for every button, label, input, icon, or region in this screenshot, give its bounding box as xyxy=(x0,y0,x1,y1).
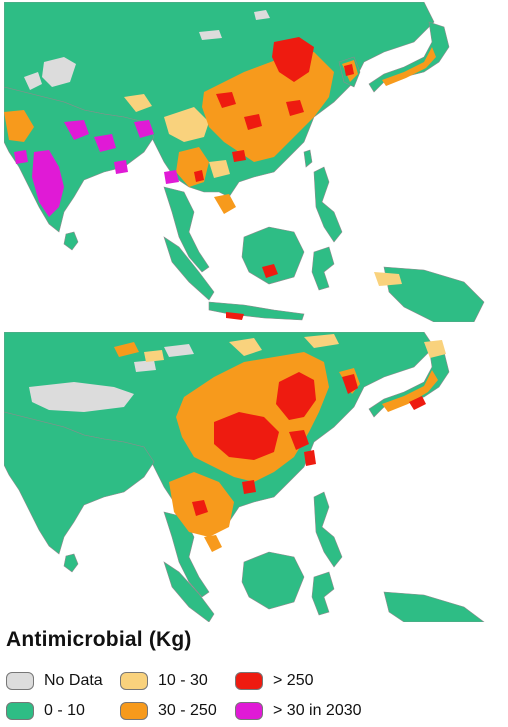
legend-title: Antimicrobial (Kg) xyxy=(6,628,192,651)
land-growth-2030 xyxy=(14,120,179,217)
legend-swatch xyxy=(235,702,263,720)
legend-label: 10 - 30 xyxy=(158,672,208,689)
top-map-panel xyxy=(4,2,504,322)
legend-swatch xyxy=(120,672,148,690)
legend-label: > 250 xyxy=(273,672,314,689)
land-mid xyxy=(4,47,436,214)
top-map-svg xyxy=(4,2,485,322)
legend-label: 0 - 10 xyxy=(44,702,85,719)
legend-item-over-250: > 250 xyxy=(235,668,313,694)
legend-swatch xyxy=(6,672,34,690)
land-no-data xyxy=(29,344,194,412)
legend-item-over-30-2030: > 30 in 2030 xyxy=(235,698,362,724)
legend-item-0-10: 0 - 10 xyxy=(6,698,85,724)
legend-item-no-data: No Data xyxy=(6,668,103,694)
land-no-data xyxy=(24,10,270,90)
legend-item-10-30: 10 - 30 xyxy=(120,668,208,694)
bottom-map-panel xyxy=(4,332,504,622)
land-high xyxy=(194,37,354,320)
legend: No Data 0 - 10 10 - 30 30 - 250 > 250 > … xyxy=(6,668,506,726)
legend-item-30-250: 30 - 250 xyxy=(120,698,217,724)
land-low xyxy=(4,2,485,322)
legend-swatch xyxy=(120,702,148,720)
bottom-map-svg xyxy=(4,332,485,622)
legend-label: > 30 in 2030 xyxy=(273,702,362,719)
land-high xyxy=(192,372,426,516)
legend-swatch xyxy=(6,702,34,720)
legend-swatch xyxy=(235,672,263,690)
legend-label: 30 - 250 xyxy=(158,702,217,719)
legend-label: No Data xyxy=(44,672,103,689)
